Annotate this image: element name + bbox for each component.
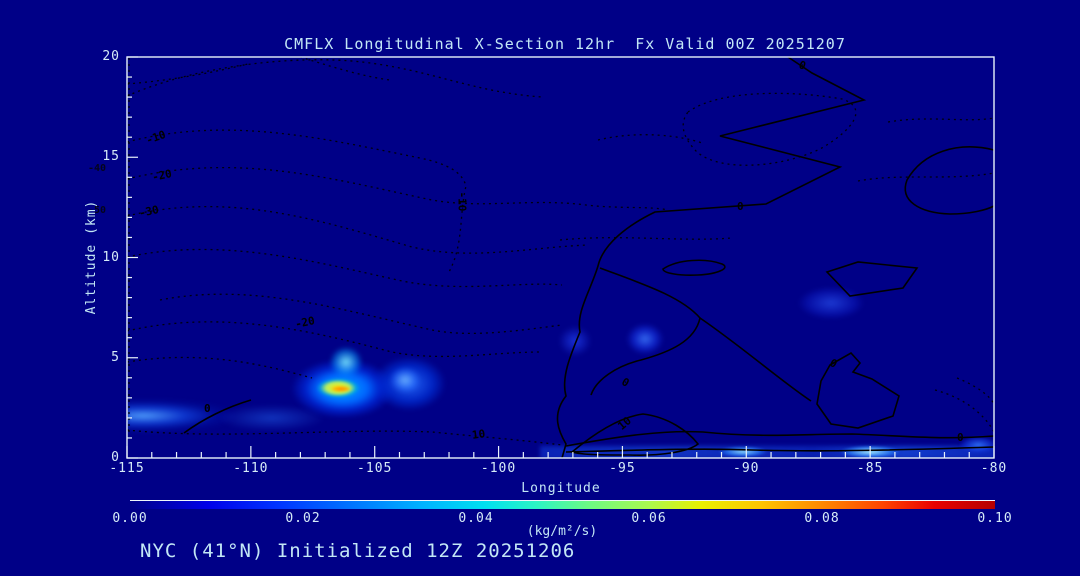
colorbar-tick-label: 0.02 [285, 511, 321, 526]
contour-label: 0 [204, 402, 211, 415]
x-tick-label: -85 [856, 461, 884, 476]
colorbar [130, 500, 995, 509]
x-tick-label: -95 [609, 461, 636, 476]
x-tick-label: -110 [233, 461, 269, 476]
flux-fill-blob [620, 318, 670, 360]
contour-label: -10 [455, 191, 469, 212]
x-tick-label: -105 [357, 461, 393, 476]
flux-fill-blob [832, 443, 908, 458]
chart-title: CMFLX Longitudinal X-Section 12hr Fx Val… [284, 35, 846, 53]
contour-label: -50 [88, 205, 107, 216]
flux-fill-blob [712, 444, 774, 458]
colorbar-tick-label: 0.04 [458, 511, 494, 526]
contour-label: 0 [957, 431, 964, 444]
flux-fill-blob [552, 320, 598, 362]
run-info-text: NYC (41°N) Initialized 12Z 20251206 [140, 540, 576, 562]
y-tick-label: 0 [111, 450, 120, 465]
plot-area [127, 57, 994, 458]
x-axis-title: Longitude [521, 481, 601, 496]
y-tick-label: 15 [102, 149, 120, 165]
colorbar-tick-label: 0.06 [631, 511, 667, 526]
x-tick-label: -115 [109, 461, 145, 476]
x-tick-label: -90 [733, 461, 760, 476]
colorbar-tick-label: 0.10 [977, 511, 1013, 526]
x-tick-label: -80 [980, 461, 1008, 476]
contour-label: -40 [88, 163, 107, 174]
contour-label: 0 [737, 200, 744, 213]
flux-fill-blob [328, 385, 354, 393]
contour-label: 10 [471, 427, 487, 442]
colorbar-tick-label: 0.00 [112, 511, 148, 526]
y-tick-label: 5 [111, 349, 120, 365]
colorbar-tick-label: 0.08 [804, 511, 840, 526]
y-tick-label: 10 [102, 249, 120, 265]
flux-fill-blob [790, 282, 872, 324]
colorbar-units: (kg/m²/s) [526, 524, 598, 539]
x-tick-label: -100 [480, 461, 517, 476]
flux-fill-blob [386, 364, 424, 396]
y-tick-label: 20 [102, 49, 120, 64]
